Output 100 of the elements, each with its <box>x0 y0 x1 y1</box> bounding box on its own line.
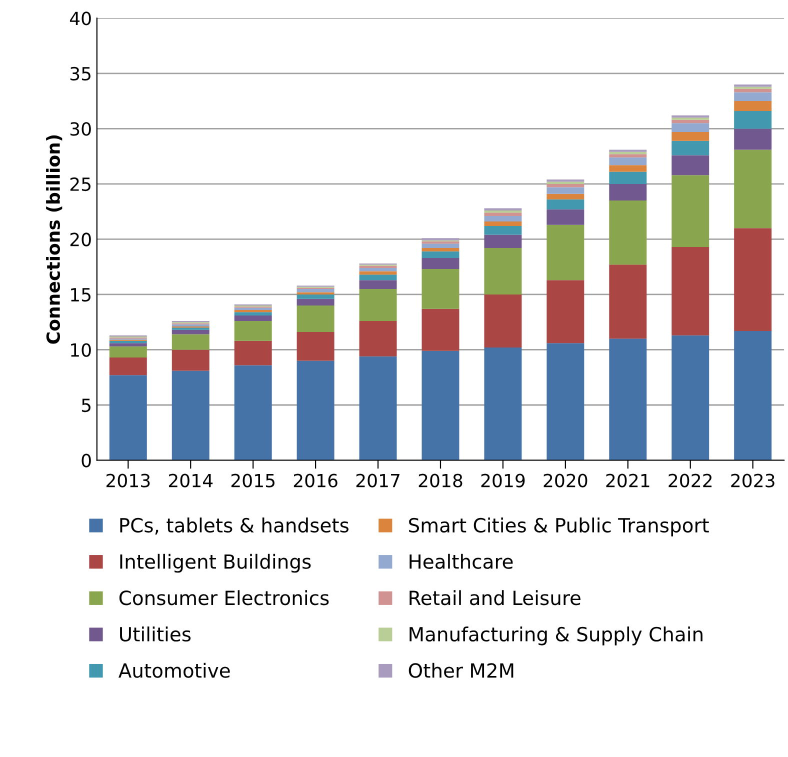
bar <box>359 268 397 272</box>
legend-label: Smart Cities & Public Transport <box>409 518 709 536</box>
bar <box>484 226 522 235</box>
x-tick-label: 2013 <box>106 474 150 488</box>
y-axis-title: Connections (billion) <box>46 135 62 344</box>
bar <box>672 246 710 336</box>
bar <box>172 350 210 371</box>
y-tick-label: 15 <box>71 288 90 302</box>
bar <box>172 334 210 350</box>
y-tick-label: 5 <box>82 398 90 412</box>
bar <box>422 244 460 248</box>
bar <box>734 92 772 102</box>
y-tick-label: 10 <box>71 343 91 357</box>
y-tick-label: 25 <box>70 177 90 192</box>
legend-label: PCs, tablets & handsets <box>120 518 348 535</box>
bar <box>609 165 647 172</box>
bar <box>734 330 772 460</box>
bar <box>734 101 772 112</box>
bar <box>546 343 584 460</box>
bar <box>546 280 584 344</box>
bar <box>172 370 210 460</box>
bar <box>609 338 647 460</box>
bar <box>609 200 647 265</box>
bar <box>609 152 647 154</box>
bar <box>546 194 584 200</box>
bar <box>234 315 272 321</box>
bar <box>672 120 710 124</box>
legend-label: Healthcare <box>410 554 513 569</box>
bar <box>546 187 584 194</box>
bar <box>546 184 584 188</box>
bar <box>484 212 522 216</box>
bar <box>359 356 397 460</box>
bar <box>546 224 584 280</box>
bar <box>422 251 460 258</box>
bar <box>296 360 334 460</box>
bar <box>609 154 647 158</box>
bar <box>546 209 584 225</box>
bar <box>734 88 772 92</box>
bar <box>734 111 772 129</box>
bar <box>484 210 522 213</box>
bar <box>609 184 647 201</box>
bar <box>672 335 710 460</box>
x-tick-label: 2015 <box>231 474 274 488</box>
bar <box>172 324 210 327</box>
bar <box>672 155 710 176</box>
y-tick-label: 0 <box>82 454 91 468</box>
bar <box>234 340 272 366</box>
bar <box>609 157 647 166</box>
bar <box>484 216 522 222</box>
bar <box>672 140 710 156</box>
bar <box>359 271 397 275</box>
bar <box>484 234 522 248</box>
bar <box>422 269 460 309</box>
bar <box>484 248 522 294</box>
legend-label: Other M2M <box>408 662 514 678</box>
x-tick-label: 2022 <box>668 474 712 488</box>
legend-label: Automotive <box>118 662 230 678</box>
bar <box>484 348 522 460</box>
bar <box>359 288 397 321</box>
bar <box>296 306 334 332</box>
bar <box>296 298 334 306</box>
bar <box>422 258 460 270</box>
bar <box>359 274 397 280</box>
x-tick-label: 2019 <box>481 474 525 488</box>
legend-label: Manufacturing & Supply Chain <box>410 626 702 646</box>
bar <box>234 321 272 341</box>
x-tick-label: 2014 <box>168 474 213 488</box>
bar <box>672 132 710 141</box>
x-tick-label: 2021 <box>606 474 650 488</box>
bar <box>672 175 710 247</box>
bar <box>234 365 272 460</box>
x-tick-label: 2016 <box>294 474 338 488</box>
bar <box>422 248 460 252</box>
bar <box>734 128 772 150</box>
legend-label: Consumer Electronics <box>119 590 329 606</box>
bar <box>422 308 460 351</box>
bar <box>734 150 772 228</box>
bar <box>296 294 334 299</box>
y-tick-label: 40 <box>70 12 91 26</box>
x-tick-label: 2017 <box>356 474 400 488</box>
bar <box>359 280 397 289</box>
x-tick-label: 2018 <box>418 474 462 488</box>
bar <box>109 340 147 344</box>
y-tick-label: 20 <box>70 232 91 246</box>
bar <box>546 199 584 210</box>
bar <box>234 310 272 312</box>
y-tick-label: 35 <box>70 66 90 81</box>
bar <box>672 115 710 118</box>
bar <box>609 264 647 339</box>
bar <box>172 330 210 334</box>
bar <box>422 350 460 460</box>
bar <box>609 172 647 184</box>
bar <box>109 346 147 358</box>
bar <box>109 357 147 376</box>
bar <box>109 343 147 346</box>
x-tick-label: 2020 <box>544 474 588 488</box>
bar <box>109 375 147 460</box>
bar <box>359 321 397 356</box>
bar <box>672 123 710 132</box>
legend-label: Intelligent Buildings <box>120 554 311 573</box>
